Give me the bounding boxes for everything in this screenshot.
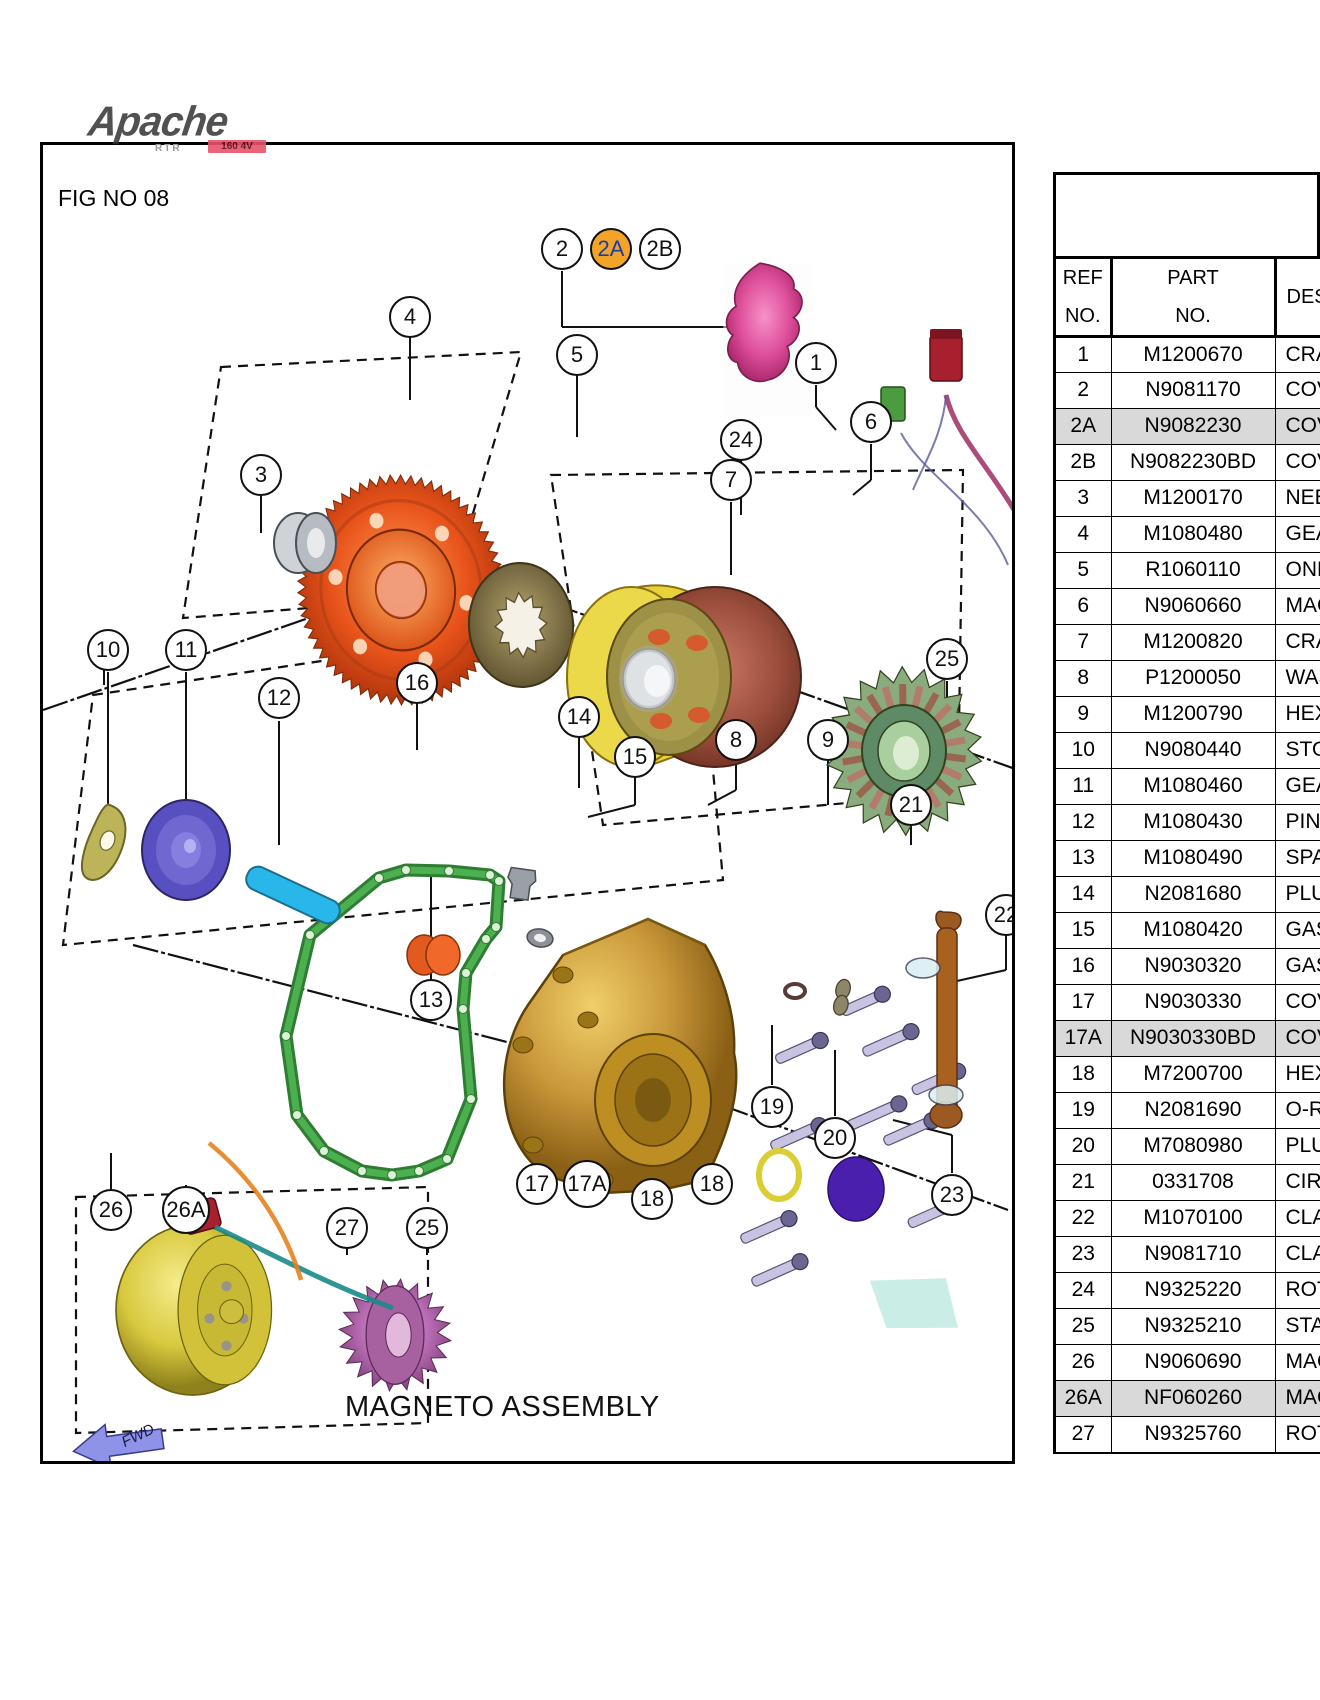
svg-text:17A: 17A [567,1171,606,1196]
svg-text:5: 5 [571,342,583,367]
svg-text:17: 17 [525,1171,549,1196]
svg-text:8: 8 [730,727,742,752]
svg-text:12: 12 [267,685,291,710]
svg-text:11: 11 [175,637,198,662]
svg-text:25: 25 [415,1215,439,1240]
svg-text:1: 1 [810,350,822,375]
svg-text:9: 9 [822,727,834,752]
svg-text:6: 6 [865,409,877,434]
svg-text:15: 15 [623,744,647,769]
svg-text:14: 14 [567,704,591,729]
svg-text:2: 2 [556,236,568,261]
svg-text:26: 26 [99,1197,123,1222]
svg-text:19: 19 [760,1094,784,1119]
svg-text:21: 21 [899,792,923,817]
svg-text:27: 27 [335,1215,359,1240]
svg-text:10: 10 [96,637,120,662]
svg-text:13: 13 [419,987,443,1012]
svg-text:23: 23 [940,1182,964,1207]
svg-text:4: 4 [404,304,416,329]
svg-text:2B: 2B [647,236,674,261]
svg-text:18: 18 [640,1186,664,1211]
svg-text:16: 16 [405,670,429,695]
svg-text:20: 20 [823,1125,847,1150]
svg-text:18: 18 [700,1171,724,1196]
svg-text:2A: 2A [598,236,625,261]
svg-text:3: 3 [255,462,267,487]
svg-text:24: 24 [729,427,753,452]
svg-text:7: 7 [725,467,737,492]
svg-text:26A: 26A [166,1197,205,1222]
svg-text:25: 25 [935,646,959,671]
svg-text:22: 22 [994,902,1015,927]
